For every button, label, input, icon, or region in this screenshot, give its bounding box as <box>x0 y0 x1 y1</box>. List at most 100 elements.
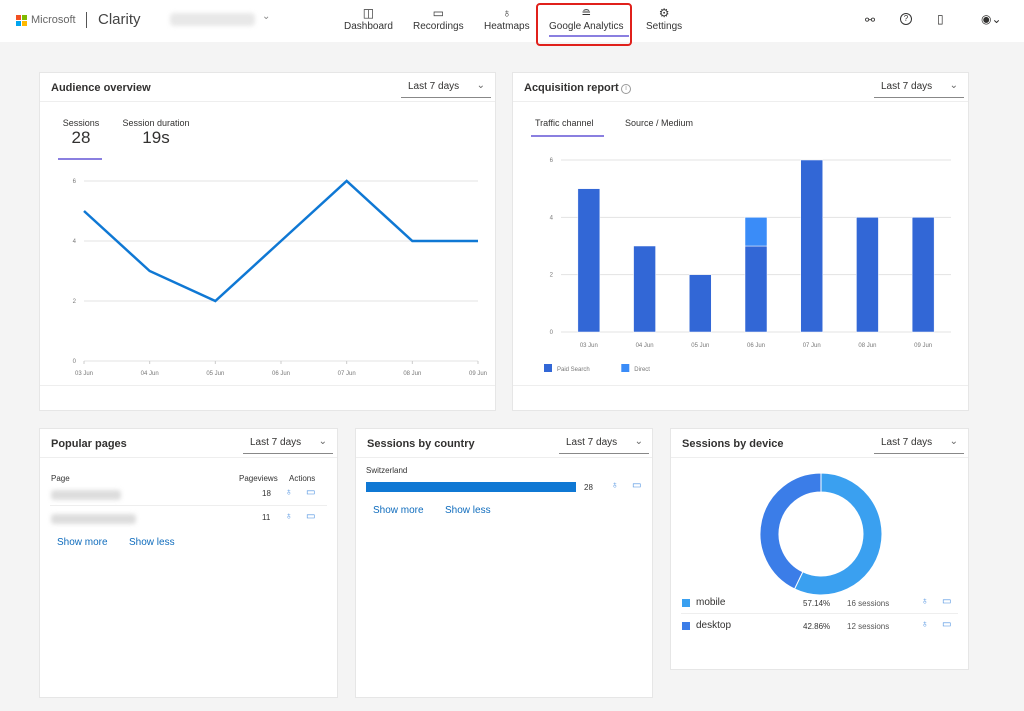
audience-overview-card: Audience overview Last 7 days ⌄ Sessions 2… <box>39 72 496 411</box>
pageviews: 18 <box>262 489 271 498</box>
dashboard-icon: ◫ <box>362 6 375 20</box>
account-icon[interactable]: ◉⌄ <box>981 12 1002 26</box>
device-name: desktop <box>696 620 732 631</box>
info-icon[interactable]: i <box>621 84 631 94</box>
donut-slice-mobile <box>793 472 883 596</box>
device-percent: 42.86% <box>803 622 831 631</box>
heatmap-icon[interactable]: ♁ <box>285 487 293 498</box>
project-selector[interactable] <box>170 13 255 26</box>
show-more-link[interactable]: Show more <box>373 505 424 516</box>
show-less-link[interactable]: Show less <box>129 537 175 548</box>
sessions-by-device-card: Sessions by device Last 7 days ⌄ mobile 5… <box>670 428 969 670</box>
x-tick-label: 04 Jun <box>141 371 159 377</box>
recording-icon[interactable]: ▭ <box>942 619 952 630</box>
heatmap-icon[interactable]: ♁ <box>921 596 929 607</box>
nav-dashboard[interactable]: ◫ Dashboard <box>344 6 393 32</box>
chevron-down-icon: ⌄ <box>949 436 958 447</box>
column-header: Pageviews <box>239 474 278 483</box>
help-icon[interactable]: ? <box>900 13 912 25</box>
y-tick-label: 4 <box>73 239 77 245</box>
heatmap-icon[interactable]: ♁ <box>921 619 929 630</box>
device-sessions: 16 sessions <box>847 599 890 608</box>
donut-slice-desktop <box>759 472 822 590</box>
card-title: Sessions by country <box>367 438 475 450</box>
x-tick-label: 09 Jun <box>469 371 487 377</box>
chevron-down-icon: ⌄ <box>476 80 485 91</box>
x-tick-label: 06 Jun <box>747 343 765 349</box>
recording-icon[interactable]: ▭ <box>306 511 316 522</box>
x-tick-label: 04 Jun <box>636 343 654 349</box>
sessions-by-country-card: Sessions by country Last 7 days ⌄ Switzer… <box>355 428 653 698</box>
x-tick-label: 06 Jun <box>272 371 290 377</box>
sessions-line-chart: 0 2 4 6 03 Jun 04 Jun 05 Jun 06 Jun 07 Jun 08 Jun… <box>73 179 487 377</box>
tab-session-duration[interactable]: Session duration 19s <box>122 118 190 147</box>
nav-settings[interactable]: ⚙ Settings <box>646 6 683 32</box>
y-tick-label: 6 <box>550 158 554 164</box>
device-percent: 57.14% <box>803 599 831 608</box>
heatmap-icon[interactable]: ♁ <box>611 480 619 491</box>
country-sessions: 28 <box>584 483 593 492</box>
active-tab-indicator <box>549 35 629 37</box>
x-tick-label: 05 Jun <box>206 371 224 377</box>
legend-swatch <box>682 599 690 607</box>
page-path[interactable] <box>51 490 121 500</box>
bar-paid-search <box>800 159 823 333</box>
chevron-down-icon: ⌄ <box>318 436 327 447</box>
tab-sessions[interactable]: Sessions 28 <box>62 118 100 147</box>
stack-icon: ≘ <box>581 6 592 20</box>
recording-icon[interactable]: ▭ <box>306 487 316 498</box>
bar-paid-search <box>744 245 768 333</box>
legend-swatch <box>621 364 630 372</box>
range-dropdown[interactable]: Last 7 days ⌄ <box>243 436 333 454</box>
nav-google-analytics[interactable]: ≘ Google Analytics <box>549 6 624 32</box>
document-icon[interactable]: ▯ <box>937 12 944 26</box>
share-icon[interactable]: ⚯ <box>865 13 876 27</box>
popular-pages-card: Popular pages Last 7 days ⌄ Page Pageview… <box>39 428 338 698</box>
top-bar: Microsoft Clarity ⌄ ◫ Dashboard ▭ Recordin… <box>0 0 1024 42</box>
card-title: Sessions by device <box>682 438 784 450</box>
chevron-down-icon: ⌄ <box>634 436 643 447</box>
card-title: Audience overview <box>51 82 151 94</box>
x-tick-label: 03 Jun <box>580 343 598 349</box>
x-tick-label: 05 Jun <box>691 343 709 349</box>
legend-label: Direct <box>634 367 650 373</box>
pageviews: 11 <box>262 513 271 522</box>
y-tick-label: 2 <box>550 273 554 279</box>
x-tick-label: 08 Jun <box>403 371 421 377</box>
y-tick-label: 2 <box>73 299 77 305</box>
range-dropdown[interactable]: Last 7 days ⌄ <box>401 80 491 98</box>
traffic-bar-chart: 0 2 4 6 03 Jun 04 Jun 05 Jun 06 Jun 07 Jun 08 Jun… <box>544 158 951 373</box>
x-tick-label: 08 Jun <box>858 343 876 349</box>
nav-recordings[interactable]: ▭ Recordings <box>413 6 464 32</box>
chevron-down-icon[interactable]: ⌄ <box>262 11 271 22</box>
bar-paid-search <box>911 217 935 333</box>
tab-source-medium[interactable]: Source / Medium <box>625 118 694 128</box>
country-bar <box>366 482 576 492</box>
video-icon: ▭ <box>432 6 444 20</box>
range-dropdown[interactable]: Last 7 days ⌄ <box>874 80 964 98</box>
nav-heatmaps[interactable]: ♁ Heatmaps <box>484 6 530 32</box>
bar-paid-search <box>577 188 601 333</box>
tab-traffic-channel[interactable]: Traffic channel <box>535 118 594 128</box>
flame-icon: ♁ <box>502 6 512 20</box>
recording-icon[interactable]: ▭ <box>632 480 642 491</box>
country-name: Switzerland <box>366 466 408 475</box>
bar-paid-search <box>856 217 879 333</box>
range-dropdown[interactable]: Last 7 days ⌄ <box>559 436 649 454</box>
recording-icon[interactable]: ▭ <box>942 596 952 607</box>
x-tick-label: 07 Jun <box>803 343 821 349</box>
chevron-down-icon: ⌄ <box>949 80 958 91</box>
show-less-link[interactable]: Show less <box>445 505 491 516</box>
bar-paid-search <box>633 245 656 333</box>
show-more-link[interactable]: Show more <box>57 537 108 548</box>
bar-direct <box>744 217 768 247</box>
column-header: Page <box>51 474 70 483</box>
divider <box>86 12 87 28</box>
page-path[interactable] <box>51 514 136 524</box>
heatmap-icon[interactable]: ♁ <box>285 511 293 522</box>
device-sessions: 12 sessions <box>847 622 890 631</box>
device-name: mobile <box>696 597 726 608</box>
active-tab-indicator <box>58 158 102 160</box>
active-tab-indicator <box>531 135 604 137</box>
range-dropdown[interactable]: Last 7 days ⌄ <box>874 436 964 454</box>
